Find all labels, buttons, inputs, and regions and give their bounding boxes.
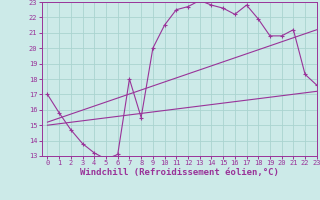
X-axis label: Windchill (Refroidissement éolien,°C): Windchill (Refroidissement éolien,°C): [80, 168, 279, 177]
